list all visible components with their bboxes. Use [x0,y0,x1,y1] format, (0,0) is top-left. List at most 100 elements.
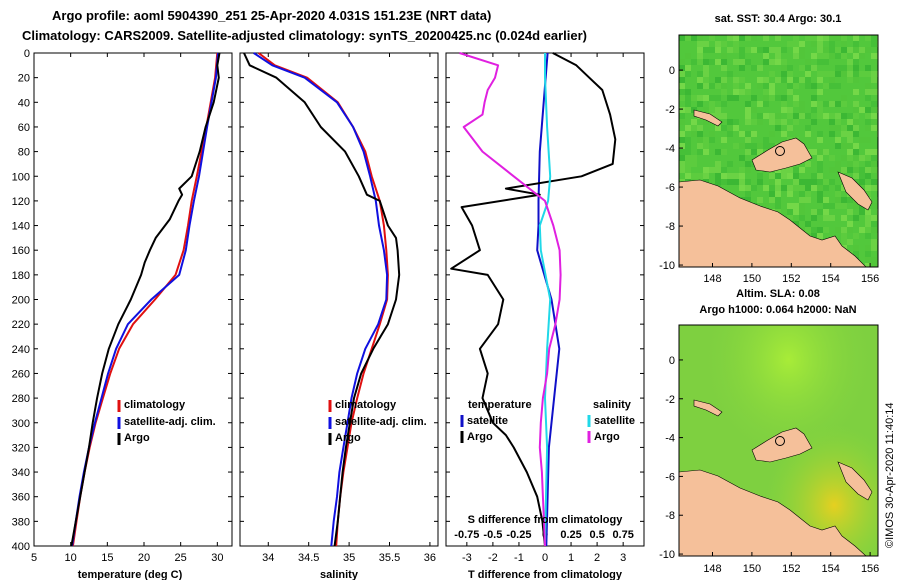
bougainville-land [837,461,873,501]
series-climatology-line [71,52,219,547]
sst-cell [739,65,745,71]
series-satellite-adj-clim-line [71,52,220,547]
sst-cell [799,191,805,197]
sst-cell [865,233,871,239]
sst-cell [811,215,817,221]
sst-cell [859,167,865,173]
sst-cell [685,143,691,149]
sst-cell [853,53,859,59]
sst-cell [799,47,805,53]
sst-cell [835,35,841,41]
sst-cell [733,179,739,185]
sst-cell [799,65,805,71]
title-line1: Argo profile: aoml 5904390_251 25-Apr-20… [52,8,491,23]
sst-map-frame [678,34,879,268]
sst-cell [763,83,769,89]
sst-cell [763,137,769,143]
sst-cell [793,47,799,53]
sst-cell [817,179,823,185]
sst-cell [805,191,811,197]
sst-cell [685,137,691,143]
series-salinity-satellite-line [538,53,552,547]
lat-tick-label: -10 [659,260,675,272]
x-tick-label: 0 [542,552,548,564]
sst-cell [769,89,775,95]
sst-cell [793,209,799,215]
sst-cell [793,173,799,179]
sst-cell [811,41,817,47]
sst-cell [769,47,775,53]
x2-tick-label: -0.5 [483,529,502,541]
sst-cell [865,35,871,41]
sst-cell [841,197,847,203]
sst-cell [823,215,829,221]
series-temperature-argo-line [450,52,617,547]
sst-cell [715,41,721,47]
sst-cell [835,143,841,149]
sst-cell [721,173,727,179]
x2-tick-label: 0.75 [612,529,633,541]
sst-cell [769,119,775,125]
sst-cell [871,35,877,41]
sst-cell [859,47,865,53]
sst-cell [709,83,715,89]
sst-cell [829,101,835,107]
sst-cell [817,53,823,59]
sst-cell [799,41,805,47]
sst-cell [685,65,691,71]
sst-cell [793,113,799,119]
sst-cell [817,101,823,107]
lat-tick-label: -4 [665,433,675,445]
sst-cell [727,173,733,179]
sst-cell [817,233,823,239]
sst-cell [799,197,805,203]
sst-cell [835,227,841,233]
sst-cell [775,185,781,191]
sst-cell [847,197,853,203]
sst-cell [781,65,787,71]
sst-cell [865,89,871,95]
sst-cell [781,95,787,101]
sst-cell [685,71,691,77]
sst-cell [727,35,733,41]
sla-title2: Argo h1000: 0.064 h2000: NaN [699,304,856,316]
title-line2: Climatology: CARS2009. Satellite-adjuste… [22,28,587,43]
depth-tick-label: 260 [12,368,30,380]
depth-tick-label: 80 [18,147,30,159]
sst-cell [853,251,859,257]
sst-cell [787,113,793,119]
sst-cell [847,155,853,161]
sst-cell [823,203,829,209]
sst-cell [709,95,715,101]
sst-cell [829,41,835,47]
sst-cell [829,155,835,161]
sst-cell [871,161,877,167]
sst-cell [805,83,811,89]
sst-cell [811,95,817,101]
sst-cell [817,191,823,197]
sst-cell [685,149,691,155]
sst-cell [733,125,739,131]
sst-cell [721,125,727,131]
sst-cell [691,155,697,161]
sst-cell [775,191,781,197]
sst-cell [841,167,847,173]
sst-cell [817,107,823,113]
sst-cell [745,107,751,113]
sst-cell [865,209,871,215]
sst-cell [697,53,703,59]
sst-cell [739,59,745,65]
sst-cell [841,101,847,107]
series-satellite-adj-clim-line [253,52,389,547]
sst-cell [841,71,847,77]
sst-cell [697,131,703,137]
lat-tick-label: -8 [665,510,675,522]
sst-cell [727,95,733,101]
sst-cell [853,215,859,221]
sst-cell [853,113,859,119]
sst-cell [811,233,817,239]
depth-tick-label: 240 [12,344,30,356]
sst-cell [871,53,877,59]
depth-tick-label: 20 [18,73,30,85]
sst-cell [781,185,787,191]
